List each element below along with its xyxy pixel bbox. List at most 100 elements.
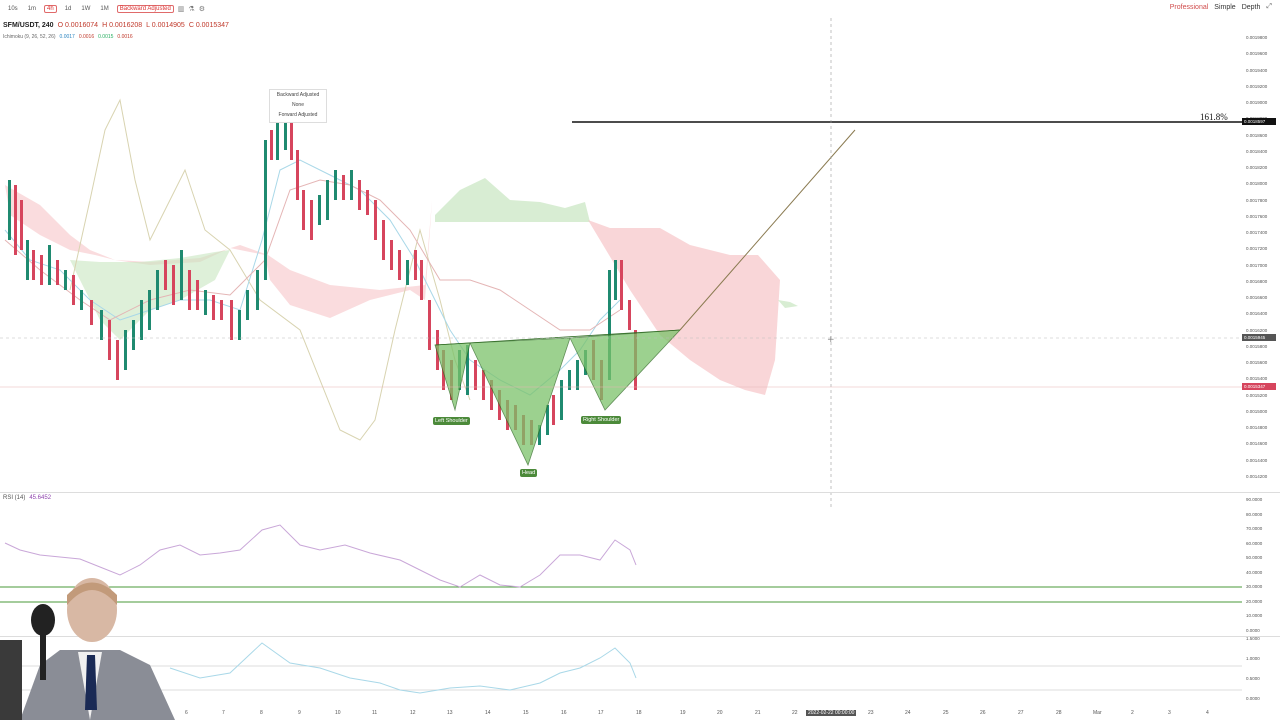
adjust-option-none[interactable]: None (292, 102, 304, 108)
rsi-tick-label: 60.0000 (1246, 540, 1263, 546)
price-tick-label: 0.0015600 (1246, 360, 1268, 365)
time-tick-label: 2 (1131, 710, 1134, 716)
cursor-price-tag: 0.0015945 (1242, 334, 1276, 341)
price-chart[interactable]: + (0, 18, 1242, 508)
time-tick-label: 17 (598, 710, 604, 716)
time-tick-label: 24 (905, 710, 911, 716)
time-tick-label: 18 (636, 710, 642, 716)
time-tick-label: 11 (372, 710, 378, 716)
right-shoulder-label: Right Shoulder (581, 416, 622, 424)
timeframe-1M[interactable]: 1M (100, 6, 109, 12)
time-tick-label: 8 (260, 710, 263, 716)
rsi-chart[interactable] (0, 495, 1242, 635)
time-tick-label: 7 (222, 710, 225, 716)
timeframe-1d[interactable]: 1d (64, 6, 72, 12)
presenter-webcam (0, 578, 175, 720)
adjust-menu: Backward Adjusted None Forward Adjusted (269, 89, 327, 123)
time-axis[interactable]: 6 7 8 9 10 11 12 13 14 15 16 17 18 19 20 21 22 23 24 25 26 27… (0, 708, 1242, 720)
timeframe-1m[interactable]: 1m (27, 6, 37, 12)
ichimoku-cloud-bullish (778, 300, 798, 308)
adjust-dropdown[interactable]: Backward Adjusted (116, 5, 174, 13)
expand-icon[interactable]: ⤢ (1266, 3, 1272, 10)
price-tick-label: 0.0016600 (1246, 295, 1268, 300)
timeframe-4h[interactable]: 4h (44, 5, 57, 13)
price-tick-label: 0.0016400 (1246, 311, 1268, 317)
time-tick-label: 28 (1056, 710, 1062, 716)
rsi-tick-label: 80.0000 (1246, 511, 1263, 517)
rsi-tick-label: 0.0000 (1246, 627, 1260, 633)
price-tick-label: 0.0018600 (1246, 132, 1268, 138)
price-tick-label: 0.0017400 (1246, 230, 1268, 235)
price-tick-label: 0.0017200 (1246, 246, 1268, 252)
indicator-value: 0.0016 (117, 34, 133, 40)
sub-tick-label: 1.5000 (1246, 636, 1260, 641)
price-tick-label: 0.0016200 (1246, 327, 1268, 333)
fib-level-label: 161.8% (1200, 112, 1228, 122)
time-tick-label: 25 (943, 710, 949, 716)
sub-tick-label: 0.5000 (1246, 676, 1260, 681)
sub-tick-label: 0.0000 (1246, 696, 1260, 701)
pane-divider[interactable] (0, 492, 1280, 493)
fib-price-tag: 0.0018597 (1242, 118, 1276, 125)
pattern-right-shoulder (569, 329, 681, 411)
rsi-name[interactable]: RSI (14) (3, 495, 26, 501)
time-tick-label: Mar (1093, 710, 1102, 716)
sub-axis[interactable]: 1.5000 1.0000 0.5000 0.0000 (1242, 636, 1280, 706)
rsi-tick-label: 10.0000 (1246, 613, 1263, 618)
timeframe-1w[interactable]: 1W (81, 6, 91, 12)
rsi-value: 45.6452 (29, 495, 52, 501)
candle-type-icon[interactable]: ▥ (177, 6, 185, 13)
crosshair-plus-icon: + (827, 335, 835, 345)
price-tick-label: 0.0017800 (1246, 197, 1268, 203)
ichimoku-cloud-bearish (5, 185, 432, 318)
ichimoku-cloud-bearish (588, 220, 780, 395)
rsi-tick-label: 40.0000 (1246, 569, 1263, 575)
time-tick-label: 15 (523, 710, 529, 716)
open-value: O 0.0016074 (57, 22, 99, 29)
close-value: C 0.0015347 (188, 22, 229, 29)
price-tick-label: 0.0019400 (1246, 67, 1268, 73)
price-tick-label: 0.0019000 (1246, 100, 1268, 105)
head-label: Head (520, 469, 538, 477)
rsi-tick-label: 70.0000 (1246, 526, 1263, 531)
left-shoulder-label: Left Shoulder (433, 417, 470, 425)
adjust-option-backward[interactable]: Backward Adjusted (276, 92, 320, 98)
timeframe-10s[interactable]: 10s (8, 6, 18, 12)
time-tick-label: 22 (792, 710, 798, 716)
simple-mode-button[interactable]: Simple (1214, 3, 1236, 11)
price-tick-label: 0.0015200 (1246, 392, 1268, 398)
price-tick-label: 0.0017000 (1246, 262, 1268, 268)
time-tick-label: 9 (298, 710, 301, 716)
price-tick-label: 0.0016800 (1246, 278, 1268, 284)
time-tick-label: 14 (485, 710, 491, 716)
rsi-tick-label: 20.0000 (1246, 598, 1263, 604)
adjust-option-forward[interactable]: Forward Adjusted (278, 112, 318, 118)
time-tick-label: 16 (561, 710, 567, 716)
depth-mode-button[interactable]: Depth (1241, 3, 1261, 11)
professional-mode-button[interactable]: Professional (1169, 3, 1209, 11)
price-tick-label: 0.0015000 (1246, 408, 1268, 414)
price-tick-label: 0.0018200 (1246, 165, 1268, 170)
pattern-left-shoulder (434, 342, 471, 412)
sub-indicator-chart[interactable] (0, 638, 1242, 708)
sub-tick-label: 1.0000 (1246, 656, 1260, 661)
price-tick-label: 0.0014600 (1246, 441, 1268, 447)
indicator-value: 0.0015 (98, 34, 114, 40)
time-tick-label: 3 (1168, 710, 1171, 716)
low-value: L 0.0014905 (146, 22, 185, 29)
price-tick-label: 0.0019800 (1246, 35, 1268, 40)
target-projection-line (679, 129, 856, 331)
indicator-value: 0.0016 (78, 34, 95, 40)
price-tick-label: 0.0015800 (1246, 343, 1268, 349)
rsi-axis[interactable]: 90.0000 80.0000 70.0000 60.0000 50.0000 40.00… (1242, 495, 1280, 635)
symbol-legend: SFM/USDT, 240 O 0.0016074 H 0.0016208 L … (3, 22, 229, 29)
pane-divider[interactable] (0, 636, 1280, 637)
rsi-tick-label: 30.0000 (1246, 584, 1263, 589)
indicators-icon[interactable]: ⚗ (188, 6, 195, 13)
time-tick-label: 12 (410, 710, 416, 716)
price-axis[interactable]: 0.0019800 0.0019600 0.0019400 0.0019200 0.00… (1242, 30, 1280, 490)
indicator-name[interactable]: Ichimoku (9, 26, 52, 26) (3, 34, 56, 40)
chart-toolbar: 10s 1m 4h 1d 1W 1M Backward Adjusted ▥ ⚗… (0, 0, 1280, 18)
settings-icon[interactable]: ⚙ (198, 6, 205, 13)
time-tick-label: 10 (335, 710, 341, 716)
